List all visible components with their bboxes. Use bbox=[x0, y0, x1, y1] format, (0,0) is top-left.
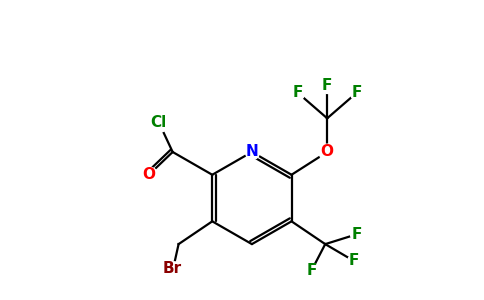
Text: O: O bbox=[321, 145, 333, 160]
Text: N: N bbox=[245, 145, 258, 160]
Text: Br: Br bbox=[163, 261, 182, 276]
Text: F: F bbox=[352, 227, 362, 242]
Text: F: F bbox=[322, 78, 333, 93]
Text: O: O bbox=[142, 167, 155, 182]
Text: F: F bbox=[306, 263, 317, 278]
Text: F: F bbox=[349, 254, 359, 268]
Text: F: F bbox=[352, 85, 362, 100]
Text: Cl: Cl bbox=[151, 115, 167, 130]
Text: F: F bbox=[292, 85, 302, 100]
